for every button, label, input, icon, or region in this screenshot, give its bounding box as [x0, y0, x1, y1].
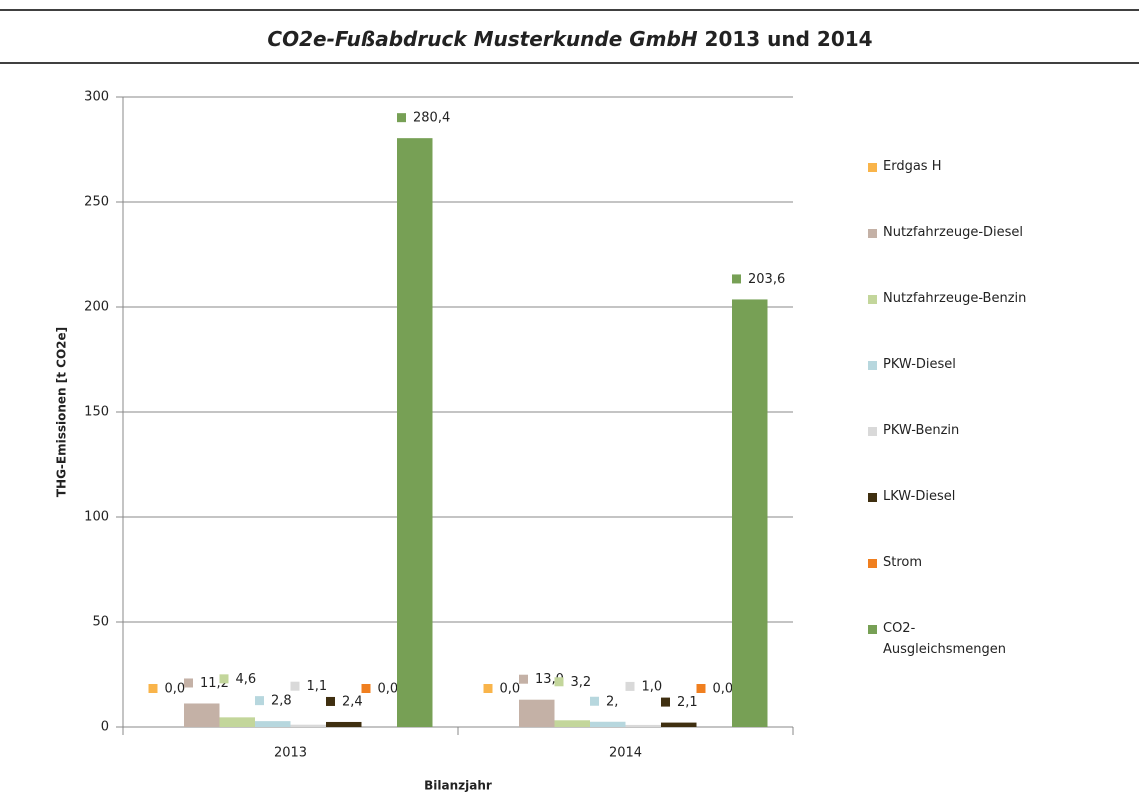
legend-item: LKW-Diesel [868, 489, 1048, 507]
x-tick-label: 2013 [274, 746, 307, 761]
label-marker [483, 684, 493, 693]
y-tick-label: 50 [92, 615, 109, 630]
label-marker [148, 684, 158, 693]
y-tick-label: 0 [101, 720, 109, 735]
legend-item: PKW-Diesel [868, 357, 1048, 375]
legend-swatch [868, 427, 877, 436]
legend-label: PKW-Diesel [883, 357, 956, 372]
data-label: 0,0 [378, 682, 399, 697]
bar [397, 138, 433, 727]
bar [625, 724, 661, 727]
legend-swatch [868, 229, 877, 238]
label-marker [184, 678, 193, 688]
legend-item: Strom [868, 555, 1048, 573]
chart-title: CO2e-Fußabdruck Musterkunde GmbH 2013 un… [267, 27, 872, 51]
data-label: 2,1 [677, 695, 698, 710]
bar [219, 717, 255, 727]
label-marker [732, 274, 741, 284]
label-marker [554, 677, 564, 687]
legend-label: PKW-Benzin [883, 423, 960, 438]
legend-label: Nutzfahrzeuge-Benzin [883, 291, 1027, 306]
data-label: 2,8 [271, 694, 292, 709]
bar [326, 721, 362, 727]
legend-item: PKW-Benzin [868, 423, 1048, 441]
x-axis-label: Bilanzjahr [424, 779, 492, 793]
label-marker [519, 674, 528, 684]
legend-label: Nutzfahrzeuge-Diesel [883, 225, 1024, 240]
legend-swatch [868, 625, 877, 634]
bar [732, 299, 768, 727]
label-marker [696, 684, 706, 693]
bar [554, 720, 590, 727]
y-tick-label: 300 [84, 90, 109, 105]
bar [184, 703, 220, 727]
data-label: 1,1 [307, 679, 328, 694]
label-marker [625, 681, 635, 691]
label-marker [661, 697, 670, 707]
y-tick-label: 100 [84, 510, 109, 525]
legend-item: CO2-Ausgleichsmengen [868, 621, 1048, 660]
label-marker [590, 696, 599, 706]
y-tick-label: 150 [84, 405, 109, 420]
y-axis-label: THG-Emissionen [t CO2e] [55, 327, 69, 497]
data-label: 0,0 [500, 682, 521, 697]
title-rest: 2013 und 2014 [705, 27, 873, 51]
legend-swatch [868, 493, 877, 502]
label-marker [326, 696, 335, 706]
bar [661, 722, 697, 727]
data-label: 3,2 [571, 675, 592, 690]
data-label: 0,0 [713, 682, 734, 697]
legend-label: LKW-Diesel [883, 489, 956, 504]
legend-swatch [868, 163, 877, 172]
y-tick-label: 200 [84, 300, 109, 315]
data-label: 280,4 [413, 111, 450, 126]
bar [255, 721, 291, 727]
label-marker [219, 674, 229, 684]
bar [290, 724, 326, 727]
label-marker [361, 684, 371, 693]
legend-label: Strom [883, 555, 923, 570]
legend-item: Nutzfahrzeuge-Benzin [868, 291, 1048, 309]
label-marker [290, 681, 300, 691]
bar [590, 721, 626, 727]
label-marker [255, 696, 264, 706]
legend-label: Erdgas H [883, 159, 942, 174]
data-label: 2, [606, 694, 618, 709]
data-label: 2,4 [342, 694, 363, 709]
bar [519, 699, 555, 727]
legend-label: CO2-Ausgleichsmengen [883, 621, 1006, 657]
legend-swatch [868, 559, 877, 568]
legend-swatch [868, 295, 877, 304]
data-label: 203,6 [748, 272, 785, 287]
label-marker [397, 113, 406, 123]
data-label: 1,0 [642, 679, 663, 694]
legend-swatch [868, 361, 877, 370]
y-tick-label: 250 [84, 195, 109, 210]
data-label: 4,6 [236, 672, 257, 687]
data-label: 0,0 [165, 682, 186, 697]
legend-item: Erdgas H [868, 159, 1048, 177]
legend-item: Nutzfahrzeuge-Diesel [868, 225, 1048, 243]
title-italic: CO2e-Fußabdruck Musterkunde GmbH [267, 27, 697, 51]
x-tick-label: 2014 [609, 746, 642, 761]
